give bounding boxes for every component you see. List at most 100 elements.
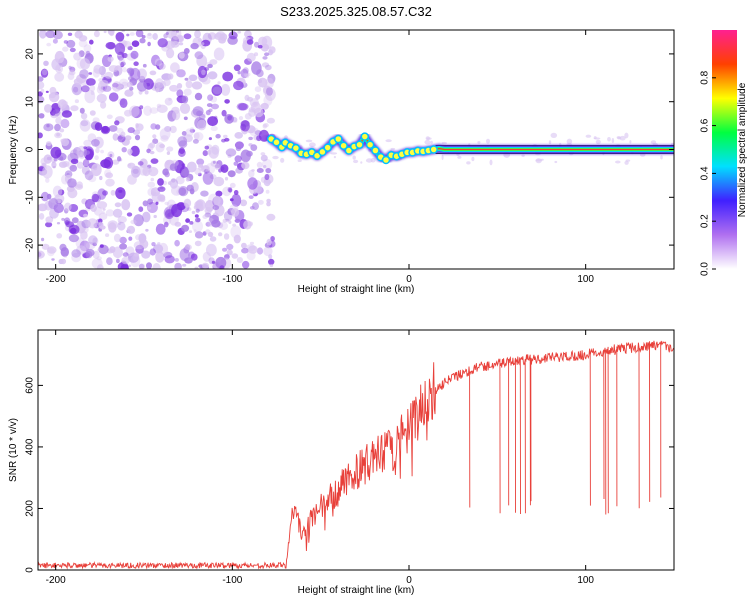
- noise-blob: [246, 72, 251, 77]
- noise-blob: [204, 200, 215, 212]
- noise-blob: [165, 32, 169, 35]
- noise-blob: [146, 33, 154, 40]
- noise-blob: [425, 136, 430, 141]
- noise-blob: [80, 112, 88, 120]
- noise-blob: [197, 65, 208, 79]
- noise-blob: [134, 134, 141, 141]
- snr-xtick-label: 100: [577, 575, 594, 586]
- noise-blob: [195, 217, 201, 223]
- noise-blob: [202, 171, 214, 185]
- noise-blob: [149, 142, 156, 149]
- noise-blob: [117, 135, 126, 143]
- noise-blob: [217, 81, 221, 85]
- spectrogram-y-ticks: -20 -10 0 10 20: [25, 48, 674, 252]
- noise-blob: [88, 72, 93, 75]
- noise-blob: [234, 218, 241, 223]
- noise-blob: [83, 213, 88, 218]
- noise-blob: [240, 149, 251, 163]
- noise-blob: [74, 99, 79, 104]
- noise-blob: [164, 201, 170, 206]
- noise-blob: [94, 155, 99, 161]
- colorbar-tick-label: 0.2: [700, 214, 711, 228]
- noise-blob: [185, 80, 193, 89]
- noise-blob: [184, 244, 192, 251]
- noise-blob: [441, 141, 447, 145]
- noise-blob: [60, 258, 67, 265]
- noise-blob: [194, 92, 203, 101]
- snr-xtick-label: -100: [222, 575, 242, 586]
- noise-blob: [263, 165, 267, 168]
- noise-blob: [139, 105, 144, 110]
- noise-blob: [267, 73, 276, 84]
- noise-blob: [185, 218, 191, 223]
- noise-blob: [214, 32, 224, 41]
- ridge-point: [371, 146, 380, 155]
- noise-blob: [221, 109, 227, 117]
- noise-blob: [174, 239, 180, 247]
- noise-blob: [224, 137, 230, 142]
- noise-blob: [228, 220, 232, 225]
- noise-blob: [135, 30, 144, 38]
- noise-blob: [96, 201, 108, 209]
- noise-blob: [251, 169, 255, 172]
- noise-blob: [215, 256, 227, 269]
- noise-blob: [104, 71, 114, 79]
- noise-blob: [130, 145, 140, 157]
- noise-blob: [230, 116, 238, 123]
- noise-blob: [38, 80, 45, 90]
- noise-blob: [84, 89, 96, 104]
- noise-blob: [42, 165, 53, 179]
- noise-blob: [54, 123, 61, 132]
- noise-blob: [121, 52, 128, 59]
- noise-blob: [38, 113, 45, 119]
- noise-blob: [206, 243, 217, 257]
- noise-blob: [212, 205, 220, 211]
- noise-blob: [74, 184, 84, 190]
- noise-blob: [112, 159, 120, 165]
- noise-blob: [176, 69, 186, 78]
- noise-blob: [144, 90, 149, 95]
- spectrogram-ytick-label: -10: [25, 190, 36, 205]
- noise-blob: [63, 255, 67, 258]
- noise-blob: [81, 165, 90, 175]
- noise-blob: [121, 199, 131, 211]
- noise-blob: [38, 132, 43, 139]
- noise-blob: [60, 247, 69, 257]
- snr-y-ticks: 0 200 400 600: [25, 377, 674, 573]
- noise-blob: [183, 88, 192, 96]
- noise-blob: [174, 258, 179, 262]
- spectrogram-xtick-label: 0: [406, 274, 412, 285]
- noise-blob: [41, 69, 48, 76]
- noise-blob: [117, 156, 122, 162]
- noise-blob: [554, 160, 558, 164]
- noise-blob: [186, 184, 194, 192]
- noise-blob: [54, 50, 65, 64]
- noise-blob: [160, 135, 169, 142]
- noise-blob: [41, 243, 50, 250]
- noise-blob: [98, 212, 108, 220]
- noise-blob: [137, 161, 144, 166]
- noise-blob: [333, 155, 336, 159]
- noise-blob: [204, 212, 212, 218]
- noise-blob: [250, 101, 261, 114]
- noise-blob: [219, 265, 225, 269]
- noise-blob: [157, 186, 166, 192]
- noise-blob: [98, 221, 103, 228]
- noise-blob: [188, 230, 193, 234]
- noise-blob: [57, 99, 67, 109]
- noise-blob: [76, 161, 84, 169]
- noise-blob: [232, 223, 237, 227]
- noise-blob: [149, 70, 157, 76]
- noise-blob: [263, 246, 273, 257]
- noise-blob: [92, 242, 97, 247]
- noise-blob: [166, 48, 175, 59]
- snr-x-ticks: -200 -100 0 100: [46, 330, 594, 586]
- noise-blob: [194, 266, 199, 269]
- noise-blob: [158, 242, 169, 255]
- noise-blob: [263, 123, 269, 128]
- noise-blob: [80, 230, 88, 240]
- noise-blob: [103, 157, 114, 169]
- noise-blob: [222, 71, 234, 82]
- noise-blob: [69, 164, 78, 172]
- noise-blob: [59, 128, 65, 133]
